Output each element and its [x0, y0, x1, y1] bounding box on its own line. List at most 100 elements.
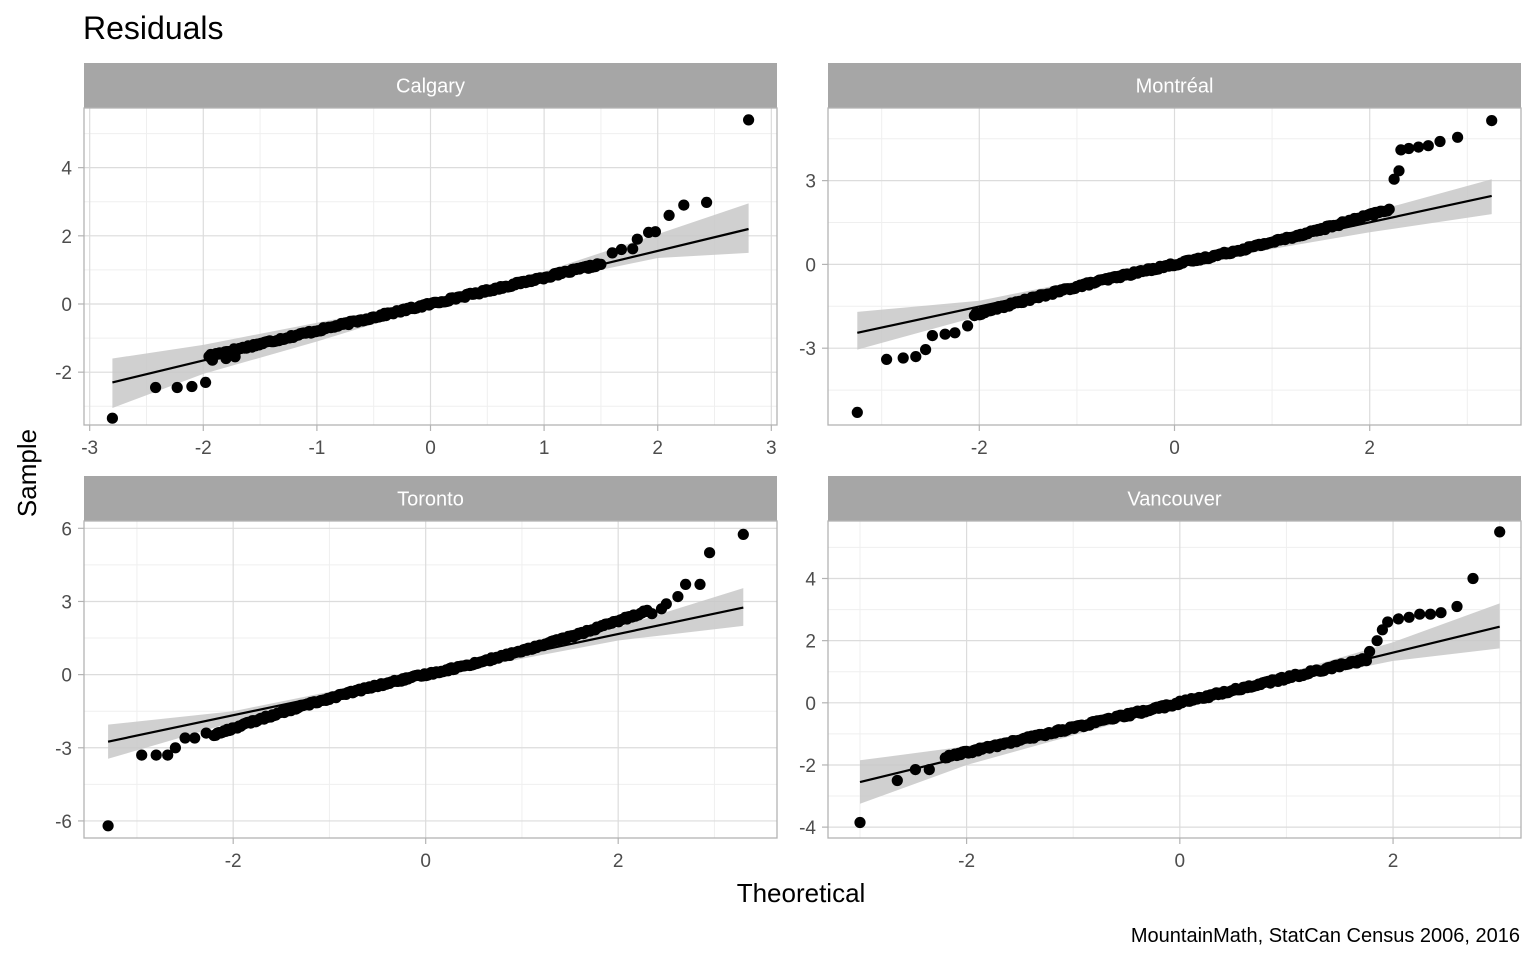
data-point [189, 732, 201, 744]
y-tick-label: 0 [805, 694, 816, 715]
data-point [1414, 608, 1426, 620]
data-point [1434, 135, 1446, 148]
data-point [1451, 600, 1463, 613]
data-point [162, 749, 174, 761]
data-point [1364, 645, 1376, 658]
data-point [1422, 140, 1434, 152]
panel-border-vancouver [827, 520, 1522, 839]
data-point [1403, 611, 1415, 623]
data-point [1412, 141, 1425, 153]
data-point [1393, 165, 1405, 177]
points-calgary [106, 114, 755, 424]
x-tick-label: 0 [1169, 438, 1180, 459]
y-tick-label: -3 [55, 739, 72, 760]
x-tick-label: 0 [420, 851, 431, 872]
data-point [881, 353, 893, 365]
x-tick-label: 0 [425, 438, 436, 459]
data-point [923, 764, 935, 776]
y-tick-label: 4 [805, 569, 816, 590]
data-point [909, 764, 922, 776]
data-point [897, 352, 909, 364]
x-axis-title: Theoretical [737, 878, 866, 908]
x-tick-label: 2 [613, 851, 624, 872]
data-point [606, 247, 618, 259]
facet-strip-toronto [84, 476, 777, 521]
data-point [106, 412, 118, 424]
data-point [962, 320, 974, 332]
panel-border-toronto [83, 520, 778, 839]
data-point [206, 354, 218, 366]
y-tick-label: 2 [61, 227, 72, 248]
data-point [660, 598, 672, 610]
data-point [926, 330, 939, 342]
x-tick-label: 2 [652, 438, 663, 459]
y-tick-label: -4 [799, 818, 816, 839]
y-axis-title: Sample [12, 429, 42, 517]
chart-caption: MountainMath, StatCan Census 2006, 2016 [1131, 925, 1520, 947]
data-point [1435, 607, 1447, 619]
facet-strip-montreal [828, 63, 1521, 108]
data-point [169, 742, 181, 754]
data-point [1452, 131, 1464, 143]
data-point [891, 774, 903, 787]
x-tick-label: -2 [225, 851, 242, 872]
data-point [743, 114, 755, 126]
data-point [229, 351, 241, 363]
data-point [1424, 608, 1436, 620]
axes-montreal: -2 0 2 -3 0 3 [799, 172, 1375, 459]
data-point [672, 591, 684, 603]
data-point [200, 376, 212, 388]
points-toronto [102, 528, 749, 832]
data-point [595, 258, 607, 270]
data-point [179, 732, 191, 744]
grid-calgary [84, 108, 777, 425]
data-point [1467, 572, 1479, 585]
x-tick-label: -2 [971, 438, 988, 459]
axes-calgary: -3 -2 -1 0 1 2 3 -2 0 2 4 [55, 159, 777, 459]
data-point [1383, 203, 1395, 215]
data-point [1486, 115, 1498, 127]
axes-vancouver: -2 0 2 -4 -2 0 2 4 [799, 569, 1398, 872]
data-point [704, 547, 716, 559]
facet-label-calgary: Calgary [396, 76, 465, 98]
data-point [186, 380, 198, 393]
data-point [649, 226, 662, 238]
panel-toronto: Toronto -2 0 2 -6 -3 0 3 6 [55, 476, 778, 872]
facet-label-toronto: Toronto [397, 489, 464, 511]
x-tick-label: 3 [766, 438, 777, 459]
y-tick-label: 0 [61, 295, 72, 316]
data-point [1392, 613, 1404, 625]
data-point [200, 727, 212, 739]
data-point [851, 406, 863, 418]
facet-label-vancouver: Vancouver [1127, 489, 1221, 511]
points-montreal [851, 115, 1498, 418]
data-point [939, 328, 951, 340]
data-point [615, 243, 628, 256]
data-point [627, 243, 639, 255]
data-point [680, 578, 692, 591]
y-tick-label: -6 [55, 812, 72, 833]
data-point [220, 352, 232, 365]
y-tick-label: 0 [805, 255, 816, 276]
y-tick-label: 6 [61, 519, 72, 540]
data-point [102, 820, 114, 832]
x-tick-label: -3 [81, 438, 98, 459]
data-point [1403, 142, 1415, 155]
chart-title: Residuals [83, 10, 224, 46]
data-point [694, 578, 706, 591]
data-point [136, 749, 148, 761]
data-point [631, 233, 643, 245]
data-point [150, 749, 162, 761]
points-vancouver [854, 526, 1506, 829]
data-point [663, 209, 675, 221]
y-tick-label: 3 [805, 172, 816, 193]
x-tick-label: 2 [1364, 438, 1375, 459]
y-tick-label: 0 [61, 666, 72, 687]
y-tick-label: -2 [799, 756, 816, 777]
y-tick-label: 3 [61, 592, 72, 613]
x-tick-label: -1 [308, 438, 325, 459]
data-point [1382, 616, 1394, 628]
data-point [949, 327, 961, 339]
data-point [1371, 635, 1383, 647]
